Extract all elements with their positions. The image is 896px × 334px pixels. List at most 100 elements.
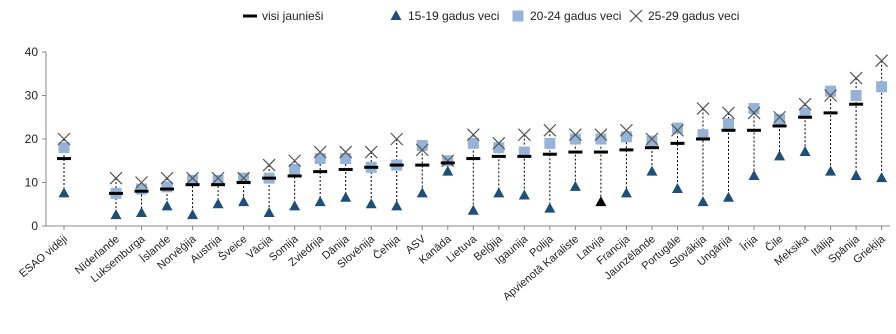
point-cross (339, 145, 353, 159)
cross-stroke (696, 102, 710, 115)
legend-item: 20-24 gadus veci (512, 9, 621, 23)
point-cross (543, 123, 557, 137)
point-square (595, 133, 607, 145)
point-triangle (671, 183, 683, 194)
point-square (722, 118, 734, 130)
point-cross (722, 106, 735, 120)
point-triangle (187, 209, 199, 220)
legend-marker-triangle (390, 10, 402, 20)
cross-stroke (186, 171, 199, 185)
point-square (493, 142, 505, 154)
point-triangle (161, 200, 173, 211)
cross-stroke (849, 71, 863, 85)
x-tick-label: Šveice (216, 232, 250, 263)
cross-stroke (671, 123, 684, 137)
point-triangle (442, 165, 454, 176)
cross-stroke (109, 171, 123, 185)
point-square (799, 107, 811, 119)
point-triangle (263, 206, 275, 217)
point-square (340, 153, 352, 165)
point-cross (109, 171, 123, 185)
point-cross (57, 132, 71, 146)
point-cross (824, 89, 838, 102)
point-triangle (697, 196, 709, 207)
point-triangle (58, 187, 70, 198)
cross-stroke (594, 128, 608, 142)
cross-stroke (492, 136, 506, 150)
point-square (671, 122, 683, 134)
cross-stroke (339, 145, 353, 159)
point-triangle (722, 191, 734, 202)
cross-stroke (262, 158, 276, 172)
point-cross (390, 132, 404, 146)
point-cross (186, 171, 199, 185)
legend: visi jaunieši 15-19 gadus veci 20-24 gadus… (243, 9, 739, 23)
point-square (569, 133, 581, 145)
point-triangle (493, 187, 505, 198)
point-square (646, 135, 658, 147)
cross-stroke (211, 171, 225, 185)
point-cross (160, 171, 174, 185)
point-cross (517, 128, 531, 142)
cross-stroke (441, 154, 455, 168)
point-triangle (825, 165, 837, 176)
point-triangle (569, 180, 581, 191)
y-tick-label: 40 (25, 45, 39, 59)
cross-stroke (415, 143, 429, 157)
point-cross (696, 102, 710, 115)
point-cross (747, 106, 761, 120)
cross-stroke (466, 128, 480, 142)
point-square (697, 129, 709, 141)
point-cross (415, 143, 429, 157)
legend-label: 20-24 gadus veci (530, 9, 621, 23)
point-triangle (544, 202, 556, 213)
point-square (187, 174, 199, 186)
point-square (544, 137, 556, 149)
point-triangle (212, 198, 224, 209)
point-triangle (110, 209, 122, 220)
y-tick-label: 30 (25, 89, 39, 103)
cross-stroke (875, 54, 889, 68)
cross-stroke (645, 132, 659, 146)
cross-stroke (747, 106, 761, 120)
point-square (289, 163, 301, 175)
point-square (467, 137, 479, 149)
point-triangle (774, 150, 786, 161)
legend-marker-cross (629, 9, 643, 23)
x-axis: ESAO vidēji NīderlandeLuksemburgaĪslandeN… (17, 225, 890, 303)
point-square (850, 90, 862, 101)
point-square (825, 85, 837, 97)
point-cross (645, 132, 659, 146)
point-triangle (799, 146, 811, 157)
point-cross (211, 171, 225, 185)
legend-label: visi jaunieši (262, 9, 323, 23)
cross-stroke (629, 9, 643, 23)
point-square (620, 131, 632, 143)
cross-stroke (568, 128, 582, 142)
point-cross (441, 154, 455, 168)
cross-stroke (619, 123, 633, 137)
point-triangle (416, 187, 428, 198)
point-square (748, 103, 760, 115)
cross-stroke (288, 154, 302, 168)
point-triangle (391, 200, 403, 211)
point-square (876, 81, 888, 93)
point-square (212, 174, 224, 186)
cross-stroke (364, 145, 378, 159)
cross-stroke (57, 132, 71, 146)
cross-stroke (798, 97, 812, 111)
point-triangle (467, 204, 479, 215)
y-tick-label: 0 (31, 219, 38, 233)
point-cross (492, 136, 506, 150)
marks (57, 54, 889, 220)
point-triangle (595, 196, 607, 207)
point-triangle (340, 191, 352, 202)
point-square (161, 181, 173, 193)
point-square (774, 113, 786, 125)
point-cross (594, 128, 608, 142)
point-triangle (646, 165, 658, 176)
legend-label: 25-29 gadus veci (648, 9, 739, 23)
point-cross (849, 71, 863, 85)
point-cross (364, 145, 378, 159)
